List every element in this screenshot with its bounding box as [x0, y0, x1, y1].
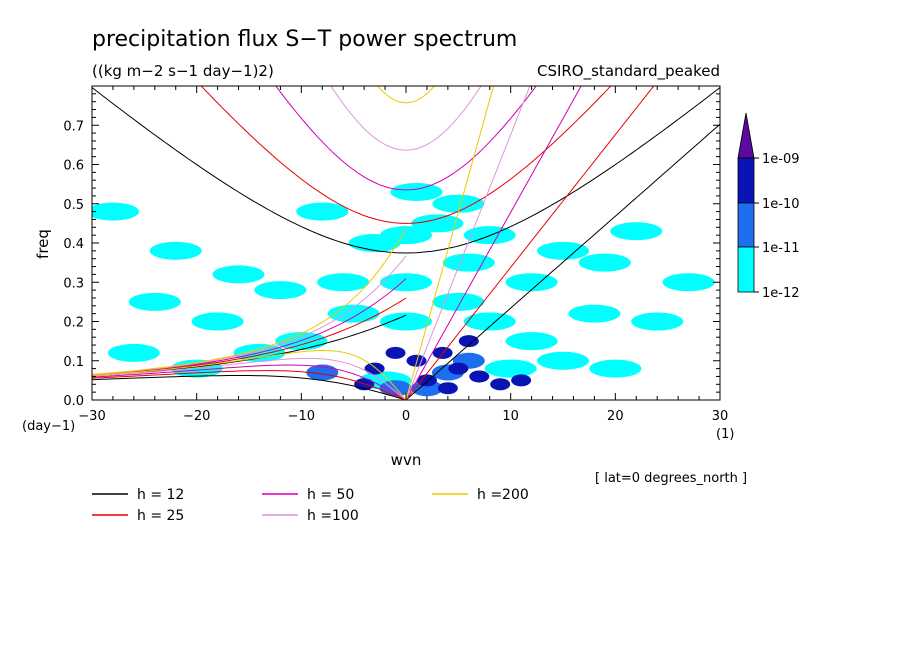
x-axis-label: wvn	[391, 451, 422, 469]
dispersion-curve	[92, 349, 407, 400]
y-tick-label: 0.3	[63, 276, 84, 291]
y-tick-label: 0.2	[63, 316, 84, 331]
colorbar-label: 1e-12	[762, 286, 800, 301]
dispersion-curve	[200, 86, 612, 224]
colorbar-segment	[737, 112, 755, 159]
colorbar-label: 1e-09	[762, 152, 800, 167]
dispersion-curve	[92, 87, 720, 254]
y-axis-label: freq	[34, 229, 52, 259]
x-tick-label: 30	[712, 409, 729, 424]
dispersion-curves	[92, 86, 720, 400]
dispersion-curve	[405, 86, 655, 400]
colorbar-segment	[737, 202, 755, 248]
spectrum-blob	[662, 273, 715, 292]
colorbar-label: 1e-10	[762, 197, 800, 212]
colorbar: 1e-09 1e-10 1e-11 1e-12	[737, 112, 800, 301]
spectrum-contours	[92, 182, 715, 397]
spectrum-blob	[437, 382, 458, 395]
dispersion-curve	[275, 86, 537, 191]
legend-label: h =100	[307, 508, 359, 524]
legend-label: h =200	[477, 487, 529, 503]
dispersion-curve	[330, 86, 482, 151]
legend-label: h = 50	[307, 487, 354, 503]
spectrum-blob	[296, 202, 349, 221]
spectrum-blob	[275, 332, 328, 351]
spectrum-blob	[380, 226, 432, 245]
x-tick-label: −10	[288, 409, 315, 424]
dispersion-curve	[405, 123, 720, 400]
spectrum-blob	[505, 332, 558, 351]
colorbar-segment	[737, 157, 755, 204]
legend: h = 12 h = 25 h = 50 h =100 h =200	[92, 487, 529, 524]
latitude-annotation: [ lat=0 degrees_north ]	[595, 471, 747, 486]
spectrum-blob	[589, 359, 642, 378]
x-tick-label: 20	[607, 409, 624, 424]
spectrum-blob	[317, 273, 370, 292]
spectrum-blob	[631, 312, 684, 331]
spectrum-blob	[610, 222, 663, 241]
spectrum-blob	[191, 312, 244, 331]
x-unit-label: (1)	[716, 427, 734, 442]
chart-title: precipitation flux S−T power spectrum	[92, 27, 517, 52]
spectrum-blob	[505, 273, 558, 292]
spectrum-blob	[149, 241, 202, 260]
axis-tick-labels: −30 −20 −10 0 10 20 30 0.0 0.1 0.2 0.3 0.4 0.5 0.6 0.7	[63, 119, 728, 424]
dispersion-curve	[405, 86, 495, 400]
spectrum-blob	[537, 351, 589, 370]
spectrum-blob	[432, 292, 485, 311]
dispersion-curve	[92, 375, 407, 400]
y-tick-label: 0.4	[63, 237, 84, 252]
spectrum-blob	[537, 241, 589, 260]
y-tick-label: 0.0	[63, 394, 84, 409]
x-tick-label: 10	[502, 409, 519, 424]
dispersion-curve	[377, 86, 435, 104]
chart-units: ((kg m−2 s−1 day−1)2)	[92, 62, 274, 80]
dispersion-curve	[92, 370, 407, 400]
spectrum-blob	[568, 304, 621, 323]
spectrum-blob	[390, 182, 443, 201]
spectrum-blob	[128, 292, 181, 311]
y-unit-label: (day−1)	[22, 419, 75, 434]
spectrum-blob	[442, 253, 495, 272]
axis-ticks	[91, 85, 721, 401]
spectrum-blob	[578, 253, 631, 272]
spectrum-blob	[380, 273, 432, 292]
x-tick-label: −20	[183, 409, 210, 424]
y-tick-label: 0.5	[63, 198, 84, 213]
colorbar-segment	[737, 246, 755, 293]
dispersion-curve	[92, 357, 407, 400]
spectrum-blob	[411, 214, 464, 233]
spectrum-blob	[416, 374, 437, 387]
spectrum-blob	[380, 312, 432, 331]
spectrum-blob	[385, 346, 406, 359]
spectrum-blob	[254, 281, 307, 300]
model-name: CSIRO_standard_peaked	[537, 62, 720, 81]
spectrum-blob	[458, 335, 479, 348]
dispersion-curve	[405, 86, 531, 400]
legend-label: h = 12	[137, 487, 184, 503]
x-tick-label: 0	[402, 409, 410, 424]
legend-label: h = 25	[137, 508, 184, 524]
spectrum-blob	[484, 359, 537, 378]
dispersion-curve	[405, 86, 582, 400]
spectrum-blob	[432, 194, 485, 213]
spectrum-blob	[490, 378, 511, 391]
spectrum-blob	[212, 265, 265, 284]
spectrum-blob	[463, 312, 516, 331]
y-tick-label: 0.1	[63, 355, 84, 370]
colorbar-label: 1e-11	[762, 241, 800, 256]
spectrum-blob	[448, 362, 469, 375]
dispersion-curve	[92, 364, 407, 400]
dispersion-curve	[92, 228, 407, 375]
y-tick-label: 0.6	[63, 159, 84, 174]
spectrum-blob	[511, 374, 532, 387]
y-tick-label: 0.7	[63, 119, 84, 134]
spectrum-blob	[469, 370, 490, 383]
spectrum-blob	[107, 343, 160, 362]
x-tick-label: −30	[78, 409, 105, 424]
spectrum-blob	[92, 202, 139, 221]
